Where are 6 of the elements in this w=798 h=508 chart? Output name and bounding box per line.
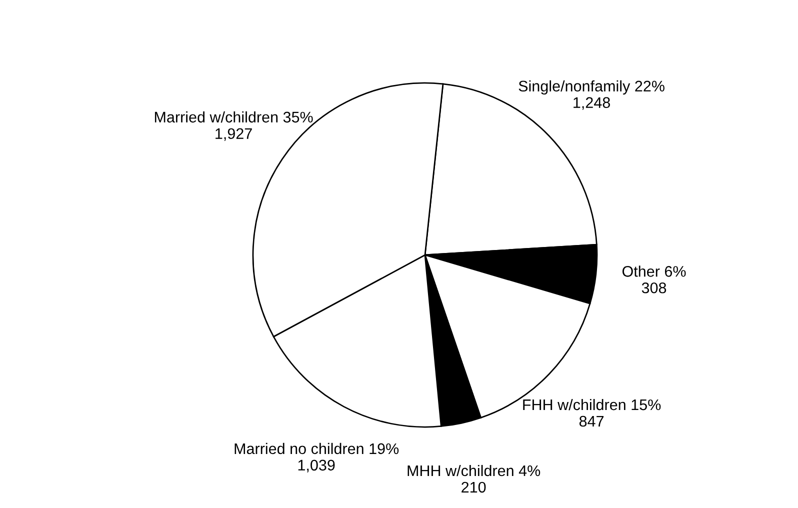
slice-label: Married w/children 35% 1,927: [154, 111, 313, 141]
slice-label: Married no children 19% 1,039: [234, 442, 399, 472]
slice-label: FHH w/children 15% 847: [523, 398, 661, 427]
slice-label: Single/nonfamily 22% 1,248: [518, 80, 664, 110]
slice-label: MHH w/children 4% 210: [408, 464, 540, 493]
slice-label: Other 6% 308: [622, 266, 686, 294]
